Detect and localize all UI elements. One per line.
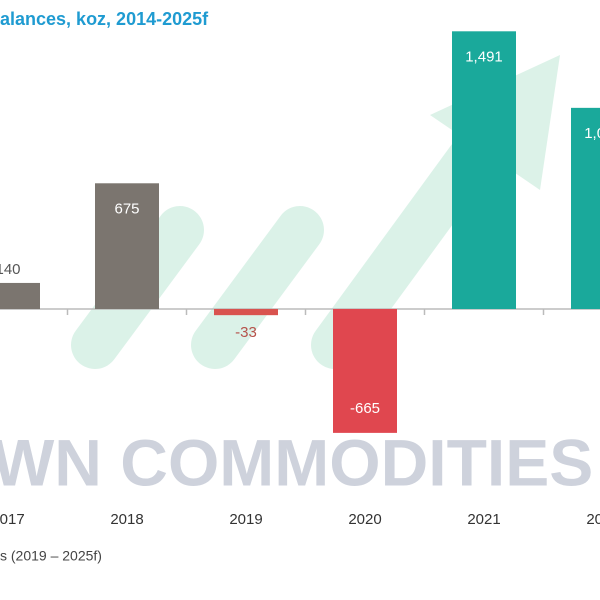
value-label: -33 — [235, 324, 257, 341]
value-label: 1,080 — [584, 125, 600, 142]
value-label: 675 — [114, 200, 139, 217]
chart-title: alances, koz, 2014-2025f — [0, 9, 209, 29]
value-label: 1,491 — [465, 48, 503, 65]
bar — [452, 31, 516, 310]
x-tick-label: 2020 — [348, 511, 381, 528]
bar — [95, 183, 159, 310]
bar — [571, 107, 600, 310]
value-label: 140 — [0, 261, 21, 278]
footnote: s (2019 – 2025f) — [0, 548, 102, 564]
bar — [0, 282, 40, 310]
bar — [214, 309, 278, 316]
x-tick-label: 2018 — [110, 511, 143, 528]
watermark: WN COMMODITIES — [0, 425, 593, 499]
x-tick-label: 2017 — [0, 511, 25, 528]
x-tick-label: 2021 — [467, 511, 500, 528]
x-tick-label: 2022 — [586, 511, 600, 528]
value-label: -665 — [350, 400, 380, 417]
x-tick-label: 2019 — [229, 511, 262, 528]
bar — [333, 309, 397, 433]
